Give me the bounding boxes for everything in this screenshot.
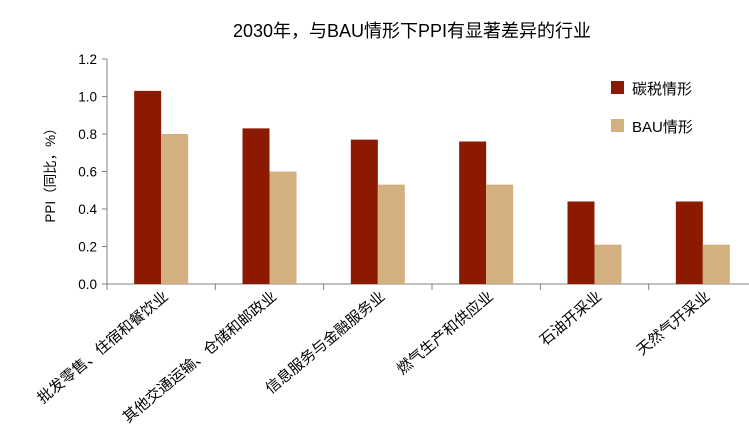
- y-tick-label: 0.2: [78, 240, 97, 255]
- x-category-label: 信息服务与金融服务业: [263, 288, 389, 397]
- y-axis-label: PPI（同比，%）: [43, 121, 58, 222]
- bar-series-0: [350, 139, 378, 284]
- bar-series-0: [675, 201, 703, 284]
- plot-area: 0.00.20.40.60.81.01.2批发零售、住宿和餐饮业其他交通运输、仓…: [34, 52, 749, 426]
- x-category-label: 天然气开采业: [634, 288, 714, 359]
- y-tick-label: 0.8: [78, 127, 97, 142]
- y-tick-label: 0.4: [78, 202, 97, 217]
- bar-series-1: [486, 184, 514, 284]
- legend-swatch: [611, 81, 624, 94]
- x-category-label: 燃气生产和供应业: [393, 287, 497, 378]
- legend-label: 碳税情形: [632, 81, 692, 98]
- y-tick-label: 0.0: [78, 277, 97, 292]
- legend-label: BAU情形: [632, 119, 693, 136]
- y-tick-label: 1.0: [78, 90, 97, 105]
- bar-series-1: [594, 244, 622, 284]
- chart-title: 2030年，与BAU情形下PPI有显著差异的行业: [233, 21, 591, 41]
- bar-series-0: [459, 141, 487, 284]
- legend-swatch: [611, 119, 624, 132]
- bar-series-1: [377, 184, 405, 284]
- bar-series-1: [702, 244, 730, 284]
- bar-series-1: [269, 171, 297, 284]
- legend: 碳税情形 BAU情形: [611, 81, 693, 136]
- y-tick-label: 1.2: [78, 52, 97, 67]
- bar-series-0: [134, 90, 162, 284]
- y-tick-label: 0.6: [78, 165, 97, 180]
- x-category-label: 石油开采业: [537, 288, 605, 349]
- bar-series-0: [567, 201, 595, 284]
- bar-series-1: [161, 134, 189, 284]
- bar-series-0: [242, 128, 270, 284]
